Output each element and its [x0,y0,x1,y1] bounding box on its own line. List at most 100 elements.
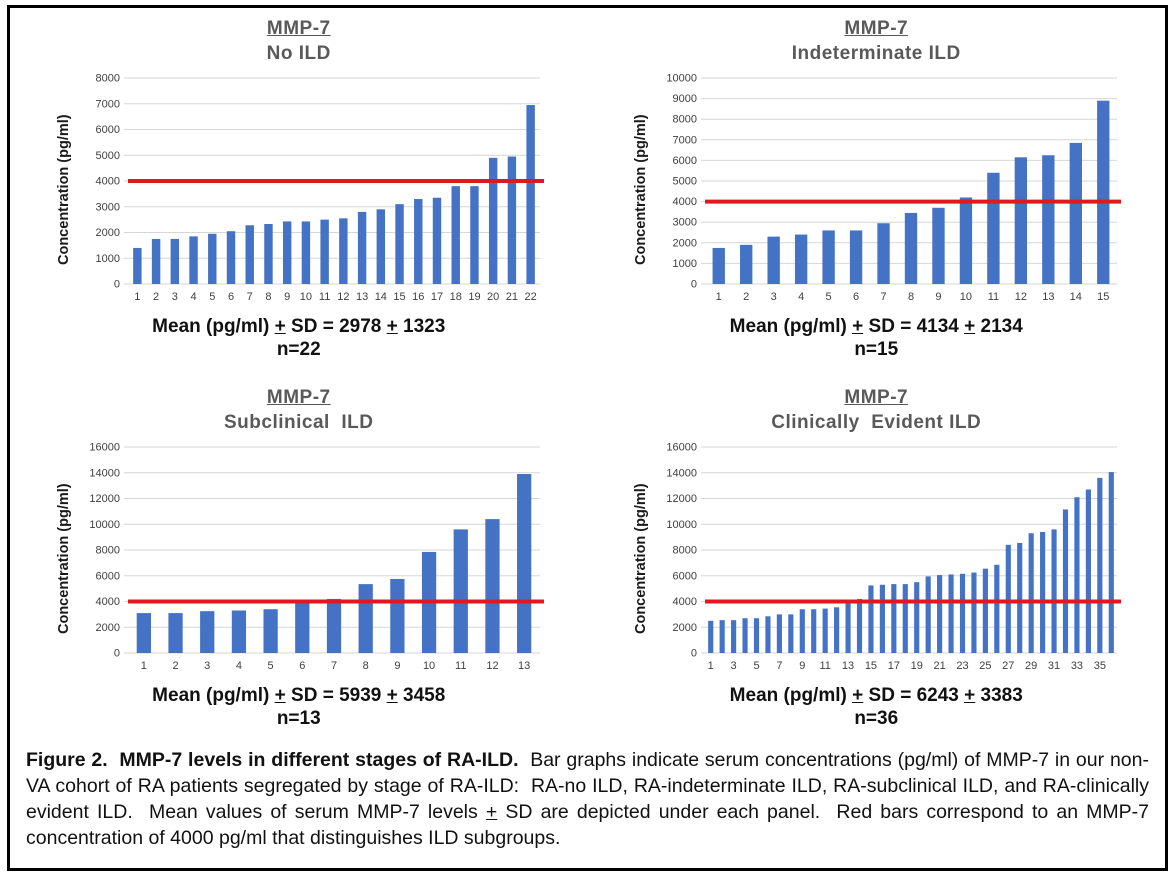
bar [880,584,886,653]
y-tick-label: 0 [691,279,697,291]
x-tick-label: 14 [374,291,386,303]
y-axis-label: Concentration (pg/ml) [55,113,72,265]
y-tick-label: 12000 [89,493,120,505]
x-tick-label: 21 [506,291,518,303]
caption-bold-title: Figure 2. MMP-7 levels in different stag… [26,749,519,771]
bar [231,610,246,653]
bar [891,584,897,653]
figure-caption: Figure 2. MMP-7 levels in different stag… [26,748,1149,852]
bar [226,231,235,284]
x-tick-label: 3 [731,660,737,672]
mean-text: Mean (pg/ml) [152,685,270,706]
y-tick-label: 9000 [673,93,697,105]
bar [326,598,341,653]
bar [765,616,771,653]
plus-minus-sign: + [964,685,976,706]
bar [1097,477,1103,653]
x-tick-label: 1 [708,660,714,672]
bar [1017,542,1023,653]
x-tick-label: 16 [412,291,424,303]
mean-text: Mean (pg/ml) [729,685,847,706]
plus-minus-sign: + [386,685,398,706]
x-tick-label: 13 [356,291,368,303]
bar [338,218,348,284]
chart-area: Concentration (pg/ml) 0 2000 4000 6000 8000 1… [52,437,546,679]
y-tick-label: 8000 [673,545,697,557]
bar [857,598,863,653]
y-tick-label: 0 [691,648,697,660]
x-tick-label: 7 [331,660,337,672]
panel-subtitle: Subclinical ILD [224,412,374,433]
x-tick-label: 4 [190,291,196,303]
x-tick-label: 13 [518,660,530,672]
bar [1097,100,1110,284]
x-tick-label: 33 [1071,660,1083,672]
panel-subtitle: Indeterminate ILD [791,43,961,64]
x-tick-label: 11 [988,291,999,303]
caption-text: Bar graphs indicate serum concentrations… [26,749,1155,823]
bar [390,578,405,653]
n-label: n=36 [854,708,899,729]
panel-indeterminate-ild: MMP-7 Indeterminate ILD Concentration (p… [588,14,1166,361]
plus-minus-sign: + [852,316,864,337]
bar [168,613,183,653]
y-tick-label: 5000 [673,176,697,188]
panel-clinically-evident-ild: MMP-7 Clinically Evident ILD Concentrati… [588,383,1166,730]
bar [1040,531,1046,653]
y-tick-label: 10000 [667,519,698,531]
x-tick-label: 1 [141,660,147,672]
x-tick-label: 10 [960,291,972,303]
y-axis-label: Concentration (pg/ml) [633,113,650,265]
x-tick-label: 11 [820,660,831,672]
bar [282,221,292,284]
x-tick-label: 15 [865,660,877,672]
bar [357,211,367,284]
bar [834,607,840,653]
y-tick-label: 8000 [95,73,119,85]
bar [960,573,966,653]
y-tick-label: 12000 [667,493,698,505]
bar [136,613,151,653]
bar [199,611,215,653]
bar [469,186,479,284]
bar [754,618,760,653]
x-tick-label: 10 [300,291,312,303]
x-tick-label: 9 [284,291,290,303]
chart-area: Concentration (pg/ml) 0 1000 2000 3000 4000 5… [629,68,1123,310]
y-tick-label: 14000 [667,467,698,479]
x-tick-label: 2 [743,291,749,303]
bar [453,529,468,653]
y-tick-label: 0 [114,279,120,291]
mean-value: 2978 [339,316,382,337]
x-tick-label: 3 [172,291,178,303]
panel-subtitle: No ILD [266,43,331,64]
x-tick-label: 31 [1048,660,1060,672]
y-axis-label: Concentration (pg/ml) [633,482,650,634]
panel-subtitle: Clinically Evident ILD [771,412,982,433]
x-tick-label: 6 [228,291,234,303]
sd-value: 1323 [403,316,446,337]
mean-label: Mean (pg/ml) + SD = 4134 + 2134 [730,316,1023,338]
x-tick-label: 27 [1002,660,1014,672]
y-tick-label: 4000 [95,176,119,188]
x-tick-label: 5 [209,291,215,303]
bar [263,224,273,284]
x-tick-label: 11 [455,660,466,672]
y-tick-label: 3000 [95,201,119,213]
x-tick-label: 15 [1097,291,1109,303]
bar [320,219,329,284]
x-tick-label: 1 [716,291,722,303]
y-tick-label: 6000 [673,155,697,167]
bar [1063,509,1069,653]
x-tick-label: 23 [957,660,969,672]
y-tick-label: 3000 [673,217,697,229]
x-tick-label: 4 [798,291,804,303]
bar [740,244,753,284]
x-tick-label: 13 [1042,291,1054,303]
bar [994,564,1000,653]
x-tick-label: 4 [236,660,242,672]
bar [1042,155,1055,284]
x-tick-label: 1 [134,291,140,303]
